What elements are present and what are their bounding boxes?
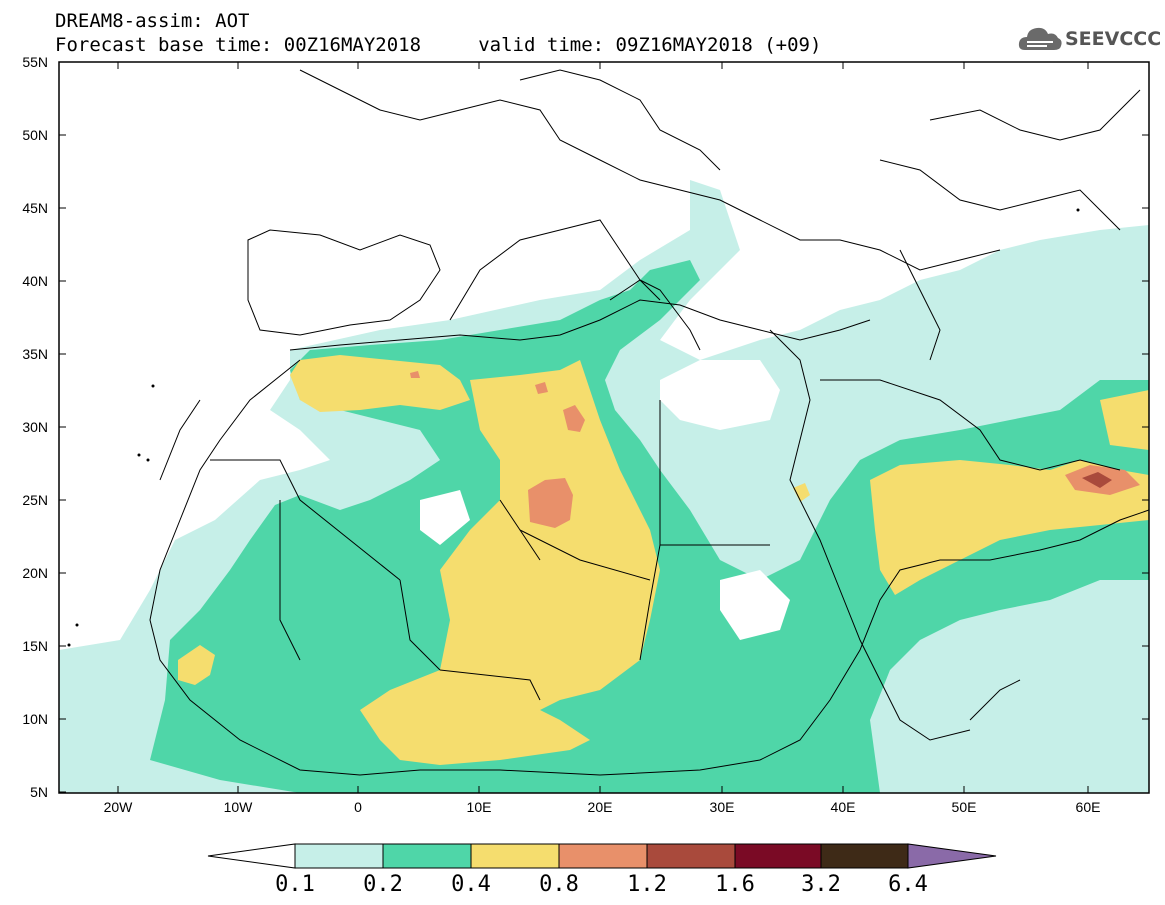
- aot-level-0.4-arabia: [870, 460, 1149, 595]
- lat-label: 20N: [22, 565, 48, 581]
- aot-level-0.4-redsea: [793, 483, 810, 502]
- lat-label: 10N: [22, 711, 48, 727]
- colorbar-label: 1.2: [627, 872, 667, 897]
- lon-label: 10W: [223, 799, 253, 815]
- lat-label: 15N: [22, 638, 48, 654]
- lat-ticks: [59, 61, 1149, 793]
- aot-level-0.4-westafrica: [178, 645, 215, 685]
- colorbar-bin: [470, 843, 560, 869]
- small-islands: [67, 208, 1080, 647]
- lon-label: 60E: [1075, 799, 1101, 815]
- lon-label: 0: [354, 799, 362, 815]
- lat-label: 25N: [22, 492, 48, 508]
- aot-field: [59, 69, 1149, 793]
- colorbar-bin: [734, 843, 822, 869]
- lon-label: 10E: [466, 799, 492, 815]
- colorbar-bin: [820, 843, 909, 869]
- colorbar-label: 0.1: [275, 872, 315, 897]
- clear-pocket-mauritania: [420, 490, 470, 545]
- colorbar-arrow-high: [907, 843, 997, 869]
- lon-label: 20W: [103, 799, 133, 815]
- lat-label: 45N: [22, 200, 48, 216]
- aot-level-0.8-libya2: [535, 382, 548, 394]
- lat-label: 40N: [22, 273, 48, 289]
- clear-pocket-egypt: [660, 360, 780, 430]
- aot-level-0.8-algeria: [410, 371, 420, 378]
- lat-label: 5N: [30, 784, 48, 800]
- aot-level-0.4-sahara: [360, 360, 660, 765]
- aot-level-0.8-chad: [528, 478, 573, 528]
- seevccc-logo: SEEVCCC: [1017, 22, 1161, 58]
- logo-text: SEEVCCC: [1065, 28, 1162, 50]
- colorbar-label: 3.2: [801, 872, 841, 897]
- lon-label: 40E: [830, 799, 856, 815]
- colorbar-bin: [558, 843, 648, 869]
- forecast-times: Forecast base time: 00Z16MAY2018 valid t…: [55, 34, 822, 56]
- aot-level-0.4-nafrica: [290, 355, 470, 412]
- clear-pocket-sudan: [720, 570, 790, 640]
- colorbar-label: 0.2: [363, 872, 403, 897]
- lon-label: 50E: [951, 799, 977, 815]
- colorbar-arrow-low: [207, 843, 296, 869]
- colorbar-label: 1.6: [715, 872, 755, 897]
- lat-label: 30N: [22, 419, 48, 435]
- coastlines: [149, 69, 1149, 776]
- map-title: DREAM8-assim: AOT: [55, 10, 250, 32]
- lon-label: 20E: [587, 799, 613, 815]
- aot-level-1.2-gulf: [1082, 472, 1112, 488]
- colorbar-label: 6.4: [888, 872, 928, 897]
- colorbar-bin: [294, 843, 384, 869]
- colorbar-bin: [646, 843, 736, 869]
- colorbar: [207, 843, 997, 869]
- colorbar-bin: [382, 843, 472, 869]
- lat-label: 35N: [22, 346, 48, 362]
- colorbar-label: 0.8: [539, 872, 579, 897]
- colorbar-label: 0.4: [451, 872, 491, 897]
- lon-ticks: [117, 62, 1089, 793]
- lon-label: 30E: [709, 799, 735, 815]
- aot-level-0.4-iran: [1100, 390, 1149, 450]
- lat-label: 55N: [22, 54, 48, 70]
- cloud-logo-icon: [1018, 27, 1062, 50]
- lat-label: 50N: [22, 127, 48, 143]
- aot-level-0.8-libya: [563, 405, 585, 432]
